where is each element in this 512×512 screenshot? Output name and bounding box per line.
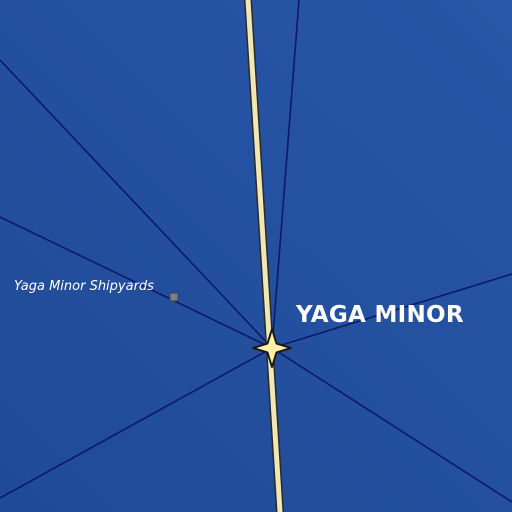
system-label-yaga-minor[interactable]: YAGA MINOR (296, 302, 464, 328)
major-route[interactable] (244, 0, 284, 512)
hyperlane[interactable] (271, 347, 512, 503)
hyperlane[interactable] (0, 347, 273, 499)
poi-label-yaga-minor-shipyards[interactable]: Yaga Minor Shipyards (14, 279, 154, 294)
four-point-star-icon[interactable] (252, 328, 292, 368)
hyperlane[interactable] (0, 216, 273, 349)
hyperlane[interactable] (271, 273, 512, 349)
square-marker-icon[interactable] (169, 292, 179, 302)
major-route-fill (245, 0, 283, 512)
hyperlane[interactable] (271, 0, 300, 349)
hyperlane[interactable] (0, 59, 273, 349)
